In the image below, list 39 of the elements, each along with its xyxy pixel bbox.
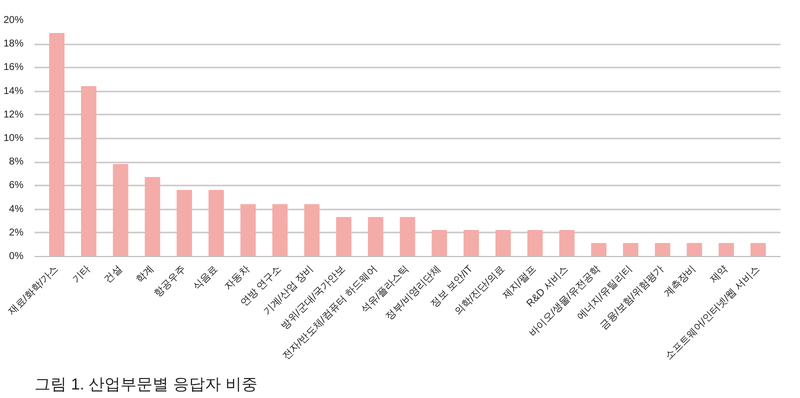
y-tick-label: 8% [9,156,24,168]
bar [400,217,416,256]
bar [591,243,606,256]
y-tick-label: 14% [3,86,24,97]
bar [208,190,224,256]
bar [112,164,128,256]
y-tick-label: 4% [9,204,24,215]
y-tick-label: 12% [3,109,24,120]
bar [144,176,160,256]
bar [464,230,479,256]
bar [527,230,543,256]
bar [336,217,352,256]
bar [559,230,575,256]
bar [272,204,288,256]
y-tick-label: 2% [9,227,24,238]
x-tick-label: 제약 [708,264,730,286]
y-tick-label: 20% [3,15,24,26]
bar [49,32,64,256]
bar [654,243,670,256]
bar [718,243,734,256]
bar [495,230,511,256]
y-tick-label: 6% [9,180,24,192]
y-tick-label: 10% [3,133,24,144]
bar [686,243,702,256]
bar [432,230,448,256]
bar [81,86,96,256]
bar [240,204,256,256]
x-tick-label: 학계 [134,264,156,286]
bar [176,190,192,256]
text: 그림 1. 산업부문별 응답자 비중 [34,376,258,394]
bar [750,243,766,256]
bar [368,217,384,256]
x-tick-label: 건설 [102,264,124,286]
bar [622,243,638,256]
bar [304,204,320,256]
y-tick-label: 18% [3,38,24,50]
y-tick-label: 0% [9,251,24,262]
x-tick-label: 기타 [70,264,93,286]
y-tick-label: 16% [3,62,24,74]
